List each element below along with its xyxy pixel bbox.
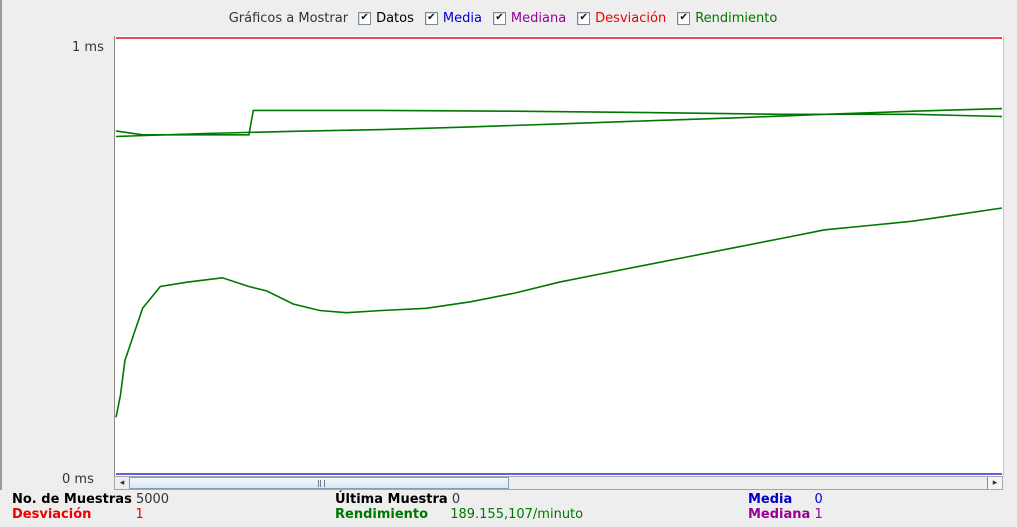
throughput-value: 189.155,107/minuto (450, 507, 584, 522)
desviacion-checkbox[interactable]: ✔ (577, 11, 591, 25)
mediana-label: Mediana (510, 10, 567, 26)
legend-title: Gráficos a Mostrar (228, 10, 349, 26)
legend-bar: Gráficos a Mostrar ✔ Datos ✔ Media ✔ Med… (0, 9, 1017, 27)
mean-value: 0 (814, 492, 823, 507)
legend-item-media[interactable]: ✔ Media (424, 10, 482, 26)
legend-item-rendimiento[interactable]: ✔ Rendimiento (677, 11, 777, 26)
media-label: Media (442, 10, 482, 26)
scroll-left-button[interactable]: ◂ (115, 477, 130, 489)
median-value: 1 (814, 507, 823, 522)
graph-svg (115, 37, 1003, 475)
deviation-label: Desviación (12, 507, 92, 522)
samples-stat: No. de Muestras 5000 (12, 492, 169, 507)
media-checkbox[interactable]: ✔ (424, 11, 438, 25)
last-sample-label: Última Muestra (335, 492, 448, 507)
desviacion-label: Desviación (595, 10, 667, 26)
samples-label: No. de Muestras (12, 492, 132, 507)
window-left-edge (0, 0, 2, 490)
scroll-grip-icon (318, 480, 325, 487)
deviation-stat: Desviación 1 (12, 507, 144, 522)
horizontal-scrollbar[interactable]: ◂ ▸ (114, 476, 1003, 490)
scroll-right-button[interactable]: ▸ (987, 477, 1002, 489)
legend-item-mediana[interactable]: ✔ Mediana (492, 10, 567, 26)
legend-item-datos[interactable]: ✔ Datos (358, 11, 414, 26)
series-line-rendimiento-3 (115, 109, 1003, 136)
throughput-label: Rendimiento (335, 507, 429, 522)
datos-label: Datos (376, 10, 414, 26)
median-label: Mediana (748, 507, 811, 522)
samples-value: 5000 (135, 492, 170, 507)
scroll-thumb[interactable] (129, 477, 509, 489)
datos-checkbox[interactable]: ✔ (358, 11, 372, 25)
legend-item-desviacion[interactable]: ✔ Desviación (577, 11, 666, 26)
graph-area (114, 36, 1004, 476)
mean-stat: Media 0 (748, 492, 823, 507)
last-sample-value: 0 (451, 492, 461, 507)
median-stat: Mediana 1 (748, 507, 823, 522)
y-axis-top-label: 1 ms (72, 40, 104, 55)
rendimiento-label: Rendimiento (695, 10, 778, 26)
series-line-rendimiento-5 (115, 207, 1003, 418)
rendimiento-checkbox[interactable]: ✔ (677, 11, 691, 25)
mean-label: Media (748, 492, 793, 507)
y-axis-bottom-label: 0 ms (62, 472, 94, 487)
mediana-checkbox[interactable]: ✔ (492, 11, 506, 25)
last-sample-stat: Última Muestra 0 (335, 492, 460, 507)
deviation-value: 1 (135, 507, 144, 522)
series-line-rendimiento-4 (115, 107, 1003, 138)
throughput-stat: Rendimiento 189.155,107/minuto (335, 507, 583, 522)
